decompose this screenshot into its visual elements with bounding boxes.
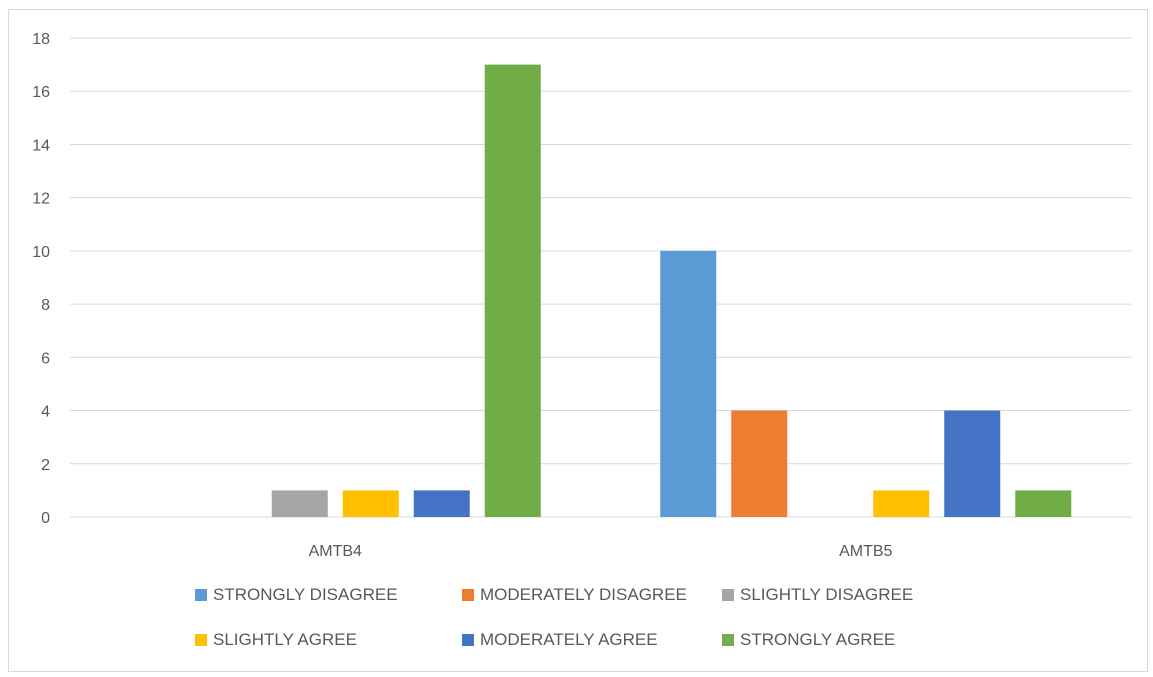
bar bbox=[484, 64, 541, 517]
bar bbox=[342, 490, 399, 517]
x-axis-categories: AMTB4 AMTB5 bbox=[309, 543, 893, 560]
y-axis-ticks: 0 2 4 6 8 10 12 14 16 18 bbox=[32, 31, 50, 527]
legend-swatch bbox=[195, 589, 207, 601]
legend-item: SLIGHTLY AGREE bbox=[195, 630, 357, 650]
chart-frame bbox=[8, 9, 1148, 672]
y-tick-label: 0 bbox=[41, 510, 50, 527]
bars bbox=[271, 64, 1072, 517]
y-tick-label: 10 bbox=[32, 244, 50, 261]
bar bbox=[731, 410, 788, 517]
legend-swatch bbox=[462, 589, 474, 601]
y-tick-label: 6 bbox=[41, 350, 50, 367]
y-tick-label: 14 bbox=[32, 137, 50, 154]
legend-item: STRONGLY DISAGREE bbox=[195, 585, 398, 605]
x-category-label: AMTB5 bbox=[839, 543, 892, 560]
legend-swatch bbox=[722, 634, 734, 646]
bar-chart: 0 2 4 6 8 10 12 14 16 18 AMTB4 AMTB5 bbox=[32, 31, 1131, 560]
legend-item: STRONGLY AGREE bbox=[722, 630, 895, 650]
bar bbox=[1015, 490, 1072, 517]
y-tick-label: 2 bbox=[41, 457, 50, 474]
y-tick-label: 18 bbox=[32, 31, 50, 48]
legend-label: SLIGHTLY AGREE bbox=[213, 630, 357, 649]
legend-swatch bbox=[462, 634, 474, 646]
legend-label: STRONGLY AGREE bbox=[740, 630, 896, 649]
x-category-label: AMTB4 bbox=[309, 543, 362, 560]
y-tick-label: 16 bbox=[32, 84, 50, 101]
y-tick-label: 8 bbox=[41, 297, 50, 314]
bar bbox=[873, 490, 930, 517]
legend-label: MODERATELY DISAGREE bbox=[480, 585, 687, 604]
legend-label: MODERATELY AGREE bbox=[480, 630, 658, 649]
legend-swatch bbox=[195, 634, 207, 646]
y-tick-label: 12 bbox=[32, 191, 50, 208]
legend-swatch bbox=[722, 589, 734, 601]
legend-label: SLIGHTLY DISAGREE bbox=[740, 585, 914, 604]
legend-item: SLIGHTLY DISAGREE bbox=[722, 585, 913, 605]
legend-item: MODERATELY DISAGREE bbox=[462, 585, 687, 605]
bar bbox=[660, 250, 717, 517]
bar bbox=[271, 490, 328, 517]
bar bbox=[944, 410, 1001, 517]
bar bbox=[413, 490, 470, 517]
y-tick-label: 4 bbox=[41, 404, 50, 421]
legend-item: MODERATELY AGREE bbox=[462, 630, 658, 650]
legend-label: STRONGLY DISAGREE bbox=[213, 585, 398, 604]
